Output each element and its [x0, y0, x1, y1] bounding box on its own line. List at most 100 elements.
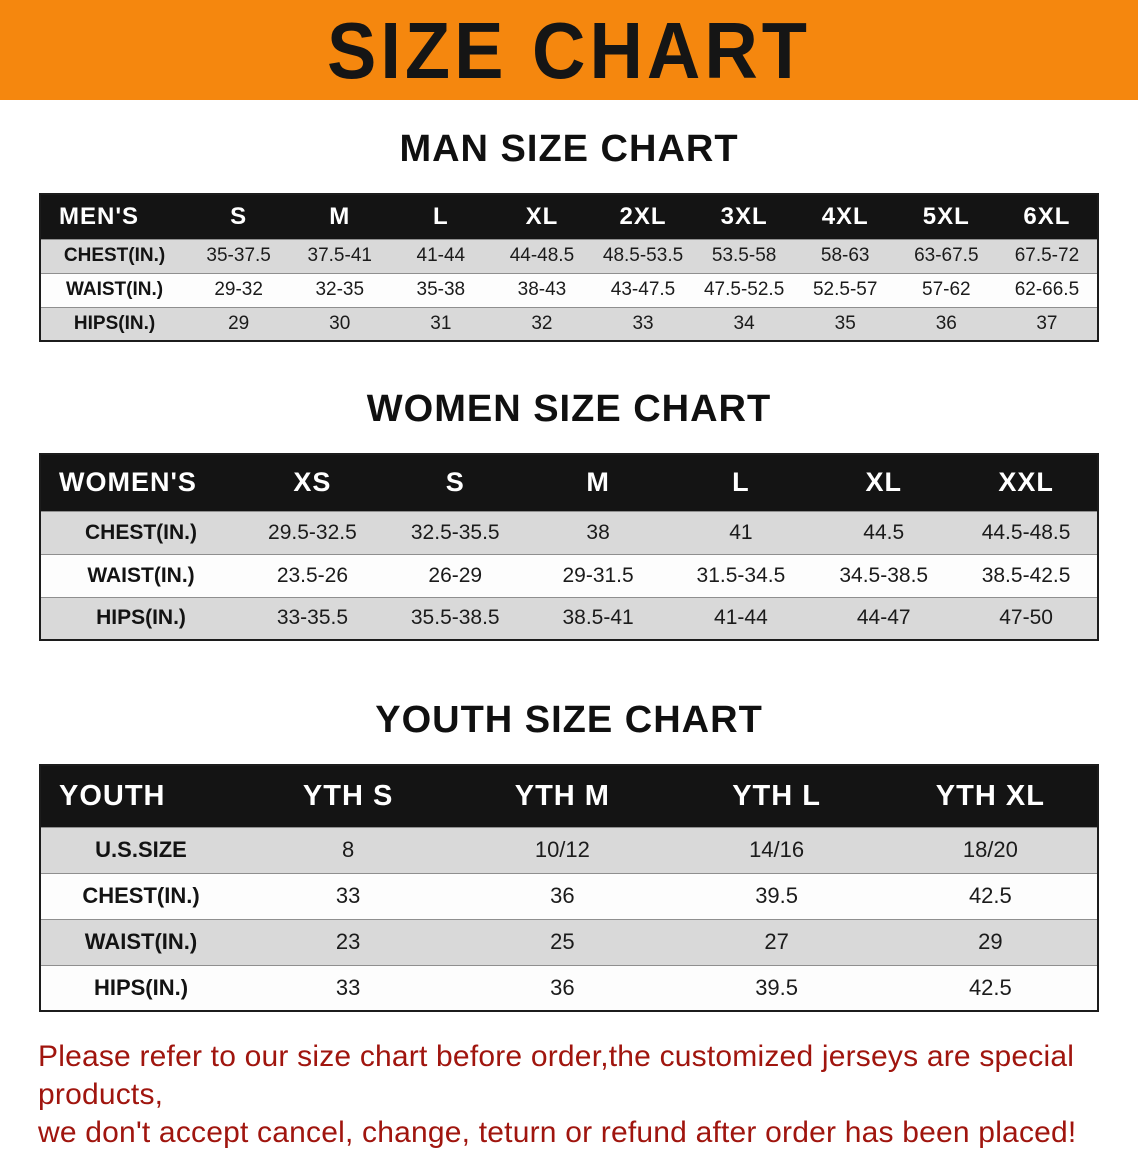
value-cell: 53.5-58	[711, 245, 777, 266]
value-cell: 36	[935, 312, 957, 334]
table-row: HIPS(IN.) 33-35.5 35.5-38.5 38.5-41 41-44 44-…	[40, 597, 1098, 640]
size-header-cell: XXL	[955, 454, 1098, 511]
men-size-table: MEN'S S M L XL 2XL 3XL 4XL 5XL 6XL CHEST(IN.) 35-37…	[39, 193, 1099, 342]
banner: SIZE CHART	[0, 0, 1138, 100]
value-cell: 33-35.5	[276, 606, 349, 630]
table-header-row: YOUTH YTH S YTH M YTH L YTH XL	[40, 765, 1098, 827]
table-row: WAIST(IN.) 23 25 27 29	[40, 919, 1098, 965]
value-cell: 18/20	[962, 837, 1018, 862]
youth-section: YOUTH SIZE CHART YOUTH YTH S YTH M YTH L YTH…	[0, 699, 1138, 1012]
value-cell: 34	[733, 312, 755, 334]
size-header-cell: XL	[491, 194, 593, 239]
value-cell: 41	[729, 520, 753, 544]
value-cell: 33	[335, 974, 361, 1000]
value-cell: 38.5-41	[562, 606, 634, 630]
size-header-cell: XL	[812, 454, 956, 511]
value-cell: 48.5-53.5	[602, 245, 684, 266]
value-cell: 25	[550, 929, 575, 954]
row-label-cell: HIPS(IN.)	[73, 312, 156, 334]
youth-section-heading: YOUTH SIZE CHART	[375, 699, 763, 741]
value-cell: 41-44	[714, 606, 768, 630]
value-cell: 32	[531, 312, 553, 334]
disclaimer: Please refer to our size chart before or…	[38, 1038, 1100, 1152]
table-title-cell: YOUTH	[40, 765, 242, 827]
table-row: CHEST(IN.) 33 36 39.5 42.5	[40, 873, 1098, 919]
value-cell: 35-37.5	[206, 245, 271, 266]
value-cell: 67.5-72	[1014, 245, 1080, 266]
size-header-cell: YTH S	[241, 765, 456, 827]
row-label-cell: CHEST(IN.)	[85, 520, 197, 544]
banner-title: SIZE CHART	[327, 5, 811, 95]
women-size-table: WOMEN'S XS S M L XL XXL CHEST(IN.) 29.5-32.5 32.5…	[39, 453, 1099, 641]
table-title-cell: WOMEN'S	[40, 454, 242, 511]
size-header-cell: YTH L	[669, 765, 884, 827]
table-row: CHEST(IN.) 35-37.5 37.5-41 41-44 44-48.5 48.5…	[40, 239, 1098, 273]
value-cell: 36	[550, 883, 575, 908]
value-cell: 32-35	[315, 279, 365, 300]
value-cell: 44.5-48.5	[981, 520, 1071, 544]
value-cell: 35-38	[416, 279, 466, 300]
size-header-cell: M	[526, 454, 670, 511]
value-cell: 26-29	[428, 563, 483, 587]
row-label-cell: HIPS(IN.)	[96, 606, 186, 630]
size-header-cell: 3XL	[693, 194, 795, 239]
value-cell: 10/12	[534, 837, 590, 862]
size-header-cell: M	[289, 194, 391, 239]
value-cell: 39.5	[755, 974, 799, 1000]
value-cell: 14/16	[749, 837, 805, 862]
table-row: WAIST(IN.) 29-32 32-35 35-38 38-43 43-47.5 47.…	[40, 273, 1098, 307]
value-cell: 43-47.5	[610, 279, 676, 300]
value-cell: 29	[228, 312, 250, 334]
value-cell: 29-32	[214, 279, 263, 300]
men-section: MAN SIZE CHART MEN'S S M L XL 2XL 3XL 4XL 5XL 6XL…	[0, 128, 1138, 342]
size-header-cell: S	[188, 194, 290, 239]
value-cell: 29.5-32.5	[268, 520, 357, 544]
table-row: CHEST(IN.) 29.5-32.5 32.5-35.5 38 41 44.5 44.5…	[40, 511, 1098, 554]
value-cell: 30	[329, 312, 351, 334]
value-cell: 38	[586, 520, 610, 544]
row-label-cell: U.S.SIZE	[95, 837, 187, 862]
size-header-cell: YTH M	[455, 765, 670, 827]
size-header-cell: S	[383, 454, 527, 511]
size-header-cell: 5XL	[895, 194, 997, 239]
row-label-cell: CHEST(IN.)	[63, 245, 166, 266]
size-header-cell: XS	[241, 454, 384, 511]
value-cell: 35	[834, 312, 856, 334]
value-cell: 29-31.5	[562, 563, 634, 587]
value-cell: 38-43	[517, 279, 567, 300]
value-cell: 41-44	[416, 245, 466, 266]
value-cell: 35.5-38.5	[410, 606, 500, 630]
value-cell: 33	[335, 883, 361, 908]
value-cell: 44-47	[856, 606, 911, 630]
row-label-cell: CHEST(IN.)	[82, 883, 200, 908]
value-cell: 29	[978, 929, 1003, 954]
size-header-cell: 4XL	[794, 194, 896, 239]
value-cell: 31	[430, 312, 452, 334]
value-cell: 8	[342, 837, 355, 862]
table-header-row: WOMEN'S XS S M L XL XXL	[40, 454, 1098, 511]
table-header-row: MEN'S S M L XL 2XL 3XL 4XL 5XL 6XL	[40, 194, 1098, 239]
value-cell: 36	[550, 974, 575, 1000]
value-cell: 44-48.5	[509, 245, 575, 266]
men-section-heading: MAN SIZE CHART	[399, 128, 739, 170]
value-cell: 34.5-38.5	[839, 563, 929, 587]
value-cell: 63-67.5	[914, 245, 979, 266]
women-section: WOMEN SIZE CHART WOMEN'S XS S M L XL XXL CHEST(…	[0, 388, 1138, 641]
row-label-cell: WAIST(IN.)	[87, 563, 195, 587]
value-cell: 32.5-35.5	[410, 520, 500, 544]
value-cell: 23	[335, 929, 361, 954]
value-cell: 39.5	[755, 883, 799, 908]
value-cell: 42.5	[968, 974, 1012, 1000]
value-cell: 58-63	[820, 245, 870, 266]
value-cell: 57-62	[922, 279, 971, 300]
value-cell: 33	[632, 312, 654, 334]
row-label-cell: WAIST(IN.)	[66, 279, 164, 300]
value-cell: 42.5	[968, 883, 1012, 908]
table-row: U.S.SIZE 8 10/12 14/16 18/20	[40, 827, 1098, 873]
size-header-cell: YTH XL	[883, 765, 1098, 827]
value-cell: 52.5-57	[812, 279, 878, 300]
size-header-cell: L	[669, 454, 813, 511]
value-cell: 23.5-26	[276, 563, 349, 587]
row-label-cell: WAIST(IN.)	[84, 929, 198, 954]
